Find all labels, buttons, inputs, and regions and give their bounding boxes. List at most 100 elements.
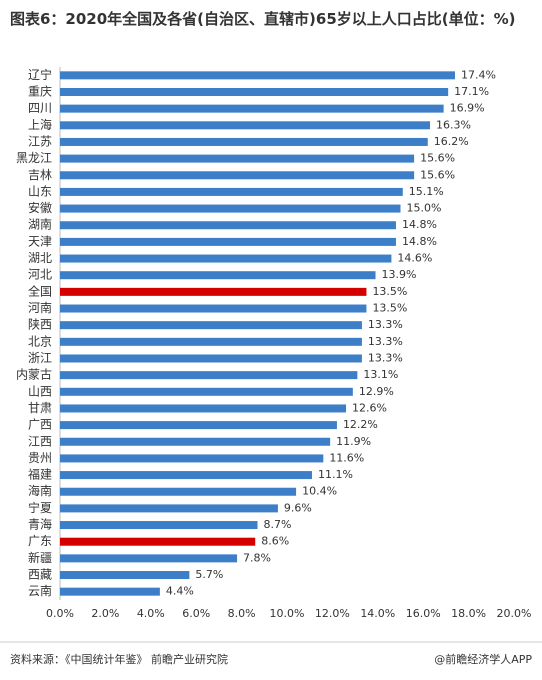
y-tick-label: 云南 xyxy=(28,583,52,598)
bar xyxy=(60,321,362,330)
value-label: 4.4% xyxy=(166,585,194,598)
bar xyxy=(60,271,376,280)
x-tick-label: 20.0% xyxy=(497,607,532,620)
bar xyxy=(60,304,367,313)
value-label: 14.6% xyxy=(397,252,432,265)
value-label: 16.9% xyxy=(450,102,485,115)
x-tick-label: 16.0% xyxy=(406,607,441,620)
y-tick-label: 宁夏 xyxy=(28,500,52,515)
x-tick-label: 10.0% xyxy=(270,607,305,620)
x-tick-label: 18.0% xyxy=(451,607,486,620)
value-label: 11.6% xyxy=(329,451,364,464)
bar xyxy=(60,421,337,430)
y-tick-label: 贵州 xyxy=(28,451,52,465)
bar xyxy=(60,504,278,513)
bar xyxy=(60,287,367,296)
y-tick-label: 河南 xyxy=(28,300,52,315)
bar xyxy=(60,121,431,130)
y-tick-label: 青海 xyxy=(28,517,52,532)
value-label: 9.6% xyxy=(284,501,312,514)
x-tick-label: 0.0% xyxy=(46,607,74,620)
bar xyxy=(60,354,362,363)
value-label: 17.1% xyxy=(454,85,489,98)
value-label: 13.9% xyxy=(382,268,417,281)
value-label: 15.1% xyxy=(409,185,444,198)
y-tick-label: 四川 xyxy=(28,101,52,115)
y-tick-label: 湖北 xyxy=(28,250,52,265)
y-tick-label: 重庆 xyxy=(28,84,52,98)
value-label: 12.9% xyxy=(359,385,394,398)
value-label: 13.1% xyxy=(363,368,398,381)
x-tick-label: 14.0% xyxy=(360,607,395,620)
x-tick-label: 2.0% xyxy=(91,607,119,620)
bar xyxy=(60,404,347,413)
value-label: 11.1% xyxy=(318,468,353,481)
bar xyxy=(60,104,444,113)
value-label: 5.7% xyxy=(195,568,223,581)
bar xyxy=(60,587,160,596)
value-label: 11.9% xyxy=(336,435,371,448)
y-tick-label: 浙江 xyxy=(28,351,52,365)
y-tick-label: 湖南 xyxy=(28,217,52,232)
y-tick-label: 广东 xyxy=(28,534,52,548)
y-tick-label: 黑龙江 xyxy=(16,151,52,165)
y-tick-label: 辽宁 xyxy=(28,67,52,82)
y-tick-label: 安徽 xyxy=(28,200,52,215)
y-tick-label: 新疆 xyxy=(28,550,52,565)
bar xyxy=(60,554,238,563)
y-tick-label: 内蒙古 xyxy=(16,367,52,382)
bar xyxy=(60,437,331,446)
bar xyxy=(60,237,396,246)
bar xyxy=(60,221,396,230)
y-tick-label: 全国 xyxy=(28,283,52,298)
y-tick-label: 海南 xyxy=(28,483,52,498)
y-tick-label: 陕西 xyxy=(28,317,52,332)
y-tick-label: 江西 xyxy=(28,434,52,448)
y-tick-label: 天津 xyxy=(28,234,52,248)
y-tick-label: 广西 xyxy=(28,418,52,432)
bar xyxy=(60,254,392,263)
value-label: 8.6% xyxy=(261,535,289,548)
bar xyxy=(60,337,362,346)
value-label: 13.3% xyxy=(368,318,403,331)
bar xyxy=(60,571,190,580)
value-label: 14.8% xyxy=(402,218,437,231)
x-tick-label: 12.0% xyxy=(315,607,350,620)
x-tick-label: 6.0% xyxy=(182,607,210,620)
y-tick-label: 江苏 xyxy=(28,134,52,148)
bar xyxy=(60,71,455,80)
source: 资料来源：《中国统计年鉴》 前瞻产业研究院 xyxy=(10,652,228,666)
value-label: 12.2% xyxy=(343,418,378,431)
bar xyxy=(60,537,256,546)
value-label: 10.4% xyxy=(302,485,337,498)
value-label: 16.3% xyxy=(436,118,471,131)
x-tick-label: 4.0% xyxy=(137,607,165,620)
bar xyxy=(60,487,297,496)
value-label: 15.6% xyxy=(420,152,455,165)
value-label: 14.8% xyxy=(402,235,437,248)
value-label: 13.5% xyxy=(372,302,407,315)
value-label: 17.4% xyxy=(461,68,496,81)
y-tick-label: 上海 xyxy=(28,117,52,132)
bar xyxy=(60,137,428,146)
y-tick-label: 吉林 xyxy=(28,168,52,182)
bar xyxy=(60,387,353,396)
bar xyxy=(60,187,403,196)
bar xyxy=(60,454,324,463)
value-label: 13.3% xyxy=(368,351,403,364)
bar xyxy=(60,471,312,480)
value-label: 13.3% xyxy=(368,335,403,348)
bar xyxy=(60,521,258,530)
bar xyxy=(60,171,415,180)
y-tick-label: 福建 xyxy=(28,467,52,482)
credit: @前瞻经济学人APP xyxy=(434,652,532,666)
bar xyxy=(60,87,449,96)
value-label: 15.6% xyxy=(420,168,455,181)
y-tick-label: 甘肃 xyxy=(28,401,52,415)
y-tick-label: 山西 xyxy=(28,384,52,398)
x-tick-label: 8.0% xyxy=(228,607,256,620)
value-label: 7.8% xyxy=(243,551,271,564)
bar xyxy=(60,154,415,163)
bar xyxy=(60,204,401,213)
